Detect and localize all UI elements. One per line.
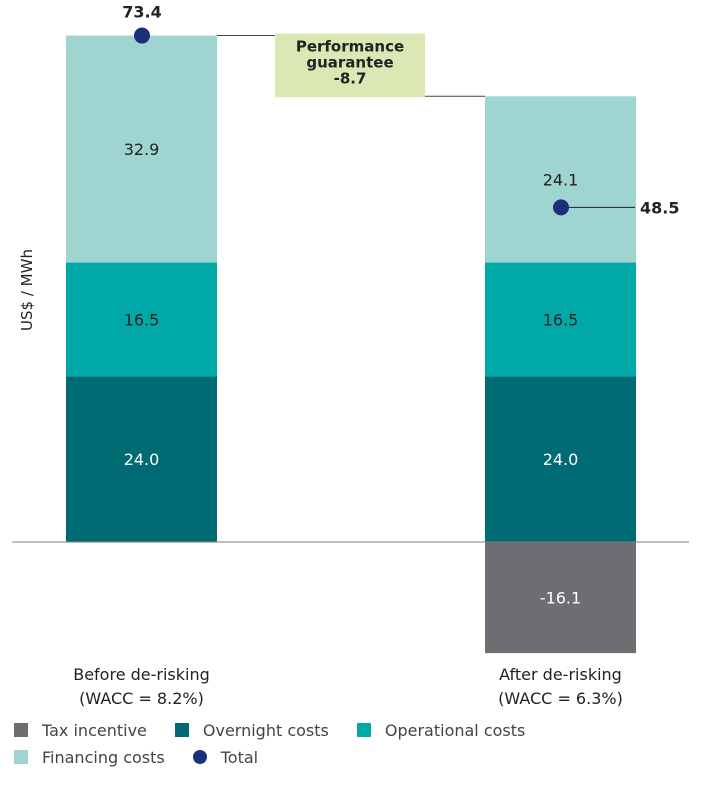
bar-segment-financing-costs-1 (66, 35, 217, 263)
total-marker-2 (553, 199, 569, 216)
data-label-operational-costs-2: 16.5 (543, 310, 579, 329)
total-label-1: 73.4 (122, 3, 161, 22)
data-label-operational-costs-1: 16.5 (124, 310, 160, 329)
bar-segment-operational-costs-1 (66, 262, 217, 377)
x-axis-labels: Before de-risking (WACC = 8.2%) After de-r… (73, 665, 623, 708)
performance-guarantee-line1: Performance (296, 38, 404, 56)
legend-item-tax-incentive: Tax incentive (14, 721, 147, 740)
legend: Tax incentive Overnight costs Operationa… (14, 718, 694, 772)
data-label-overnight-costs-1: 24.0 (124, 450, 160, 469)
legend-label: Tax incentive (42, 720, 147, 740)
overnight-costs-swatch (174, 723, 189, 737)
total-markers: 73.4 48.5 (122, 3, 679, 218)
bar-segment-operational-costs-2 (485, 262, 636, 377)
legend-item-operational-costs: Operational costs (356, 720, 526, 740)
legend-item-overnight-costs: Overnight costs (174, 720, 329, 740)
x-sublabel-1: (WACC = 8.2%) (79, 689, 204, 708)
performance-guarantee-value: -8.7 (334, 70, 367, 88)
data-label-tax-incentive-2: -16.1 (540, 589, 581, 608)
legend-label: Total (220, 747, 259, 767)
bar-segment-financing-costs-2 (485, 96, 636, 263)
bar-segment-overnight-costs-1 (66, 376, 217, 542)
legend-label: Financing costs (42, 747, 165, 767)
legend-item-total: Total (192, 747, 259, 767)
performance-guarantee-background (275, 33, 425, 98)
x-sublabel-2: (WACC = 6.3%) (498, 689, 623, 708)
bar-segment-overnight-costs-2 (485, 376, 636, 542)
performance-guarantee-line2: guarantee (306, 54, 393, 72)
legend-row-1: Tax incentive Overnight costs Operationa… (14, 718, 694, 742)
legend-row-2: Financing costs Total (14, 745, 694, 769)
legend-label: Operational costs (384, 720, 526, 740)
data-label-overnight-costs-2: 24.0 (543, 450, 579, 469)
performance-guarantee-box: Performance guarantee -8.7 (275, 33, 425, 98)
x-label-2: After de-risking (499, 665, 622, 684)
total-dot-icon (192, 750, 207, 764)
bars-group: 24.0 16.5 32.9 -16.1 24.0 16.5 24.1 (66, 35, 636, 654)
tax-incentive-swatch (14, 723, 28, 737)
x-label-1: Before de-risking (73, 665, 210, 684)
bar-segment-tax-incentive-2 (485, 542, 636, 654)
data-label-financing-costs-2: 24.1 (543, 170, 579, 189)
connector-lines (217, 35, 485, 97)
legend-item-financing-costs: Financing costs (14, 748, 165, 767)
operational-costs-swatch (356, 723, 371, 737)
waterfall-chart: 24.0 16.5 32.9 -16.1 24.0 16.5 24.1 Performanc… (12, 3, 689, 708)
total-marker-1 (134, 27, 150, 44)
y-axis-label: US$ / MWh (18, 249, 36, 331)
total-label-2: 48.5 (640, 198, 679, 217)
legend-label: Overnight costs (202, 720, 329, 740)
financing-costs-swatch (14, 750, 28, 764)
data-label-financing-costs-1: 32.9 (124, 140, 160, 159)
